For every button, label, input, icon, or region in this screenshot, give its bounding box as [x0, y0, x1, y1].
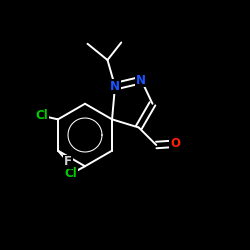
- Text: F: F: [64, 156, 72, 168]
- Text: Cl: Cl: [65, 167, 78, 180]
- Text: N: N: [136, 74, 146, 86]
- Text: Cl: Cl: [35, 109, 48, 122]
- Text: N: N: [110, 80, 120, 93]
- Text: O: O: [170, 137, 180, 150]
